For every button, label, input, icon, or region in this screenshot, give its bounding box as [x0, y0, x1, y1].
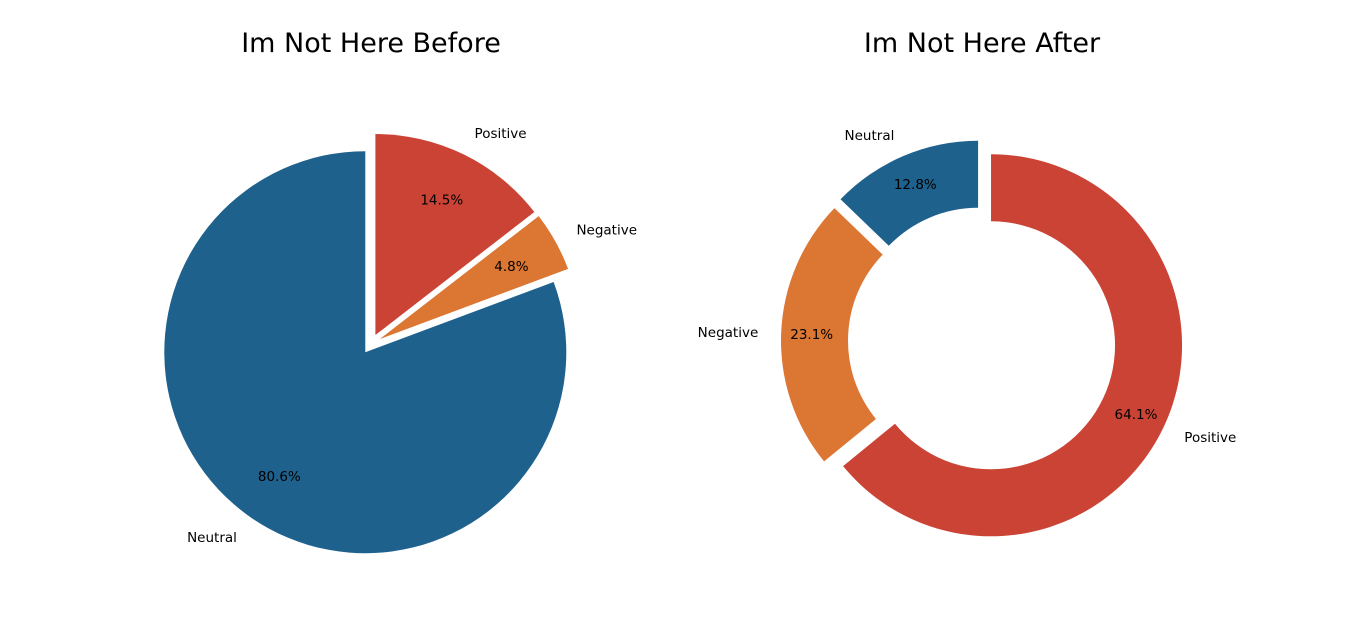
slice-percent-label: 64.1% [1115, 407, 1158, 423]
pie-slice-neutral [164, 151, 567, 554]
slice-percent-label: 14.5% [420, 193, 463, 209]
slice-category-label: Negative [698, 325, 759, 341]
slice-category-label: Neutral [845, 128, 895, 144]
slice-category-label: Neutral [187, 530, 237, 546]
chart-title: Im Not Here After [864, 28, 1101, 59]
slice-category-label: Positive [475, 126, 527, 142]
chart-after: 12.8% Neutral 23.1% Negative 64.1% Positive Im… [698, 28, 1236, 537]
chart-title: Im Not Here Before [241, 28, 501, 59]
pie-slice-neutral [840, 140, 979, 246]
slice-category-label: Negative [576, 223, 637, 239]
pie-slice-negative [379, 216, 569, 340]
slice-percent-label: 23.1% [790, 327, 833, 343]
pie-slice-positive [843, 154, 1183, 537]
slice-category-label: Positive [1184, 430, 1236, 446]
slice-percent-label: 80.6% [258, 469, 301, 485]
slice-percent-label: 4.8% [494, 259, 528, 275]
pie-slice-negative [781, 208, 883, 462]
chart-before: 80.6% Neutral 4.8% Negative 14.5% Positive Im … [164, 28, 637, 554]
pie-slice-positive [375, 134, 535, 336]
slice-percent-label: 12.8% [894, 177, 937, 193]
